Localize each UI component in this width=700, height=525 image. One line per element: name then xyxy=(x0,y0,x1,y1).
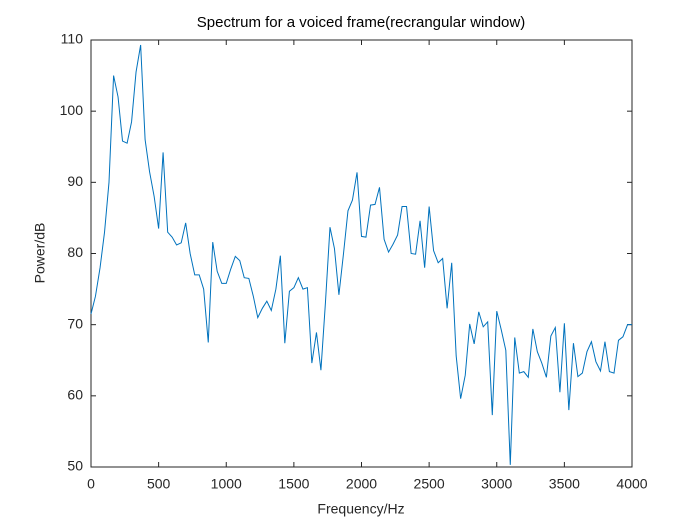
x-tick-label: 4000 xyxy=(616,476,647,492)
y-axis-label: Power/dB xyxy=(32,223,48,284)
x-tick-label: 1000 xyxy=(211,476,242,492)
plot-frame xyxy=(90,39,633,468)
x-tick-label: 0 xyxy=(87,476,95,492)
x-tick-label: 2500 xyxy=(414,476,445,492)
y-tick-label: 70 xyxy=(67,315,83,331)
x-tick-label: 500 xyxy=(147,476,171,492)
x-tick-label: 3000 xyxy=(481,476,512,492)
chart-title: Spectrum for a voiced frame(recrangular … xyxy=(197,14,525,31)
y-tick-label: 60 xyxy=(67,387,83,403)
y-tick-label: 110 xyxy=(61,31,84,47)
y-tick-label: 80 xyxy=(67,244,83,260)
x-tick-label: 1500 xyxy=(278,476,309,492)
y-tick-label: 50 xyxy=(67,458,83,474)
spectrum-line xyxy=(90,44,632,465)
x-tick-label: 3500 xyxy=(549,476,580,492)
x-tick-label: 2000 xyxy=(346,476,377,492)
y-tick-label: 100 xyxy=(60,102,84,118)
x-axis-label: Frequency/Hz xyxy=(317,501,404,517)
y-tick-label: 90 xyxy=(67,173,83,189)
